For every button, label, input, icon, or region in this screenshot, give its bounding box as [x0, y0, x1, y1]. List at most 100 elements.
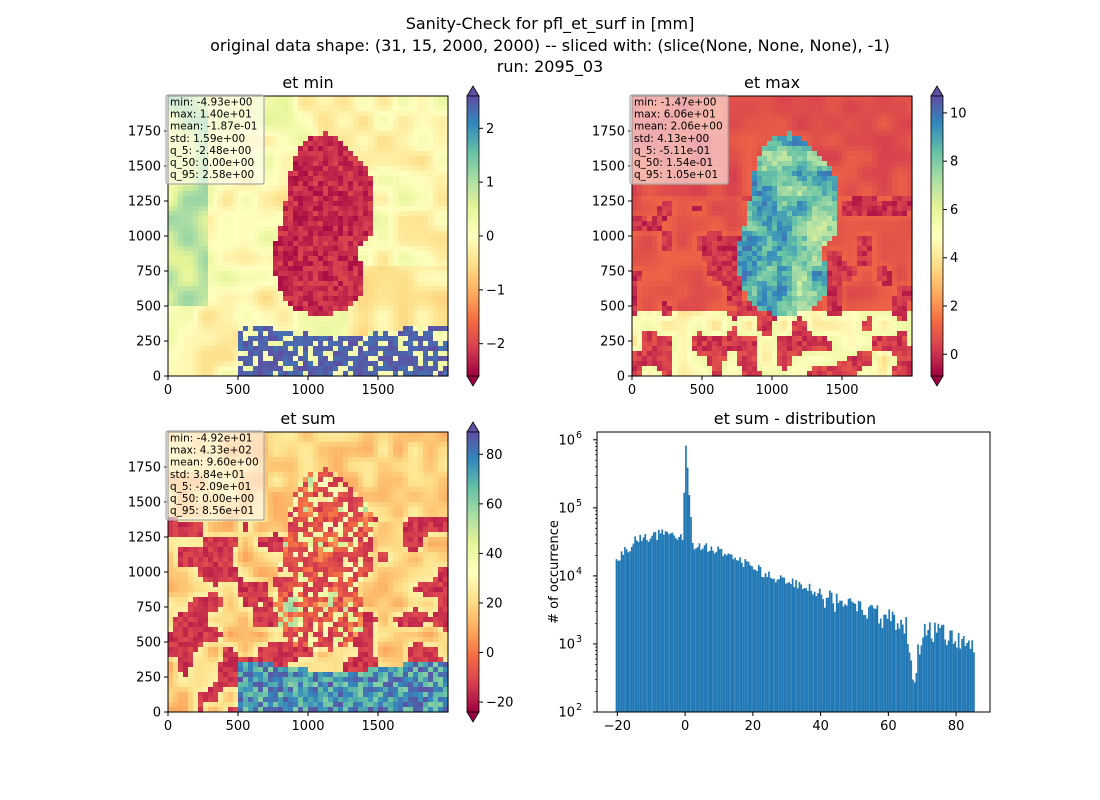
histogram-bar	[661, 529, 664, 712]
histogram-bar	[918, 654, 921, 712]
et-max-colorbar-tick-label: 8	[950, 155, 958, 170]
et-max-colorbar-tick-label: 2	[950, 300, 958, 315]
histogram-bar	[835, 593, 838, 712]
et-sum-ytick-label: 1000	[128, 566, 161, 581]
et-max-xtick-label: 1500	[825, 383, 858, 398]
et-sum-axes: 0 500 1000 1500 0 250 500 750 1000 1250 1500 1750 mi…	[128, 421, 513, 734]
histogram-bar	[949, 630, 952, 712]
et-max-title: et max	[744, 73, 800, 92]
histogram-bar	[818, 588, 821, 712]
histogram-bar	[827, 597, 830, 712]
histogram-bar	[905, 617, 907, 712]
histogram-bar	[788, 582, 791, 712]
histogram-bar	[790, 584, 792, 712]
et-min-stat-line: min: -4.93e+00	[170, 97, 252, 109]
et-min-colorbar-tick-label: −2	[486, 337, 505, 352]
histogram-bar	[815, 596, 818, 712]
et-min-ytick-label: 1750	[128, 125, 161, 140]
histogram-bar	[798, 582, 801, 712]
histogram-bar	[634, 536, 636, 712]
histogram-bar	[669, 533, 672, 712]
histogram-bar	[834, 611, 836, 712]
histogram-bar	[947, 640, 950, 712]
histogram-bar	[768, 571, 770, 712]
et-min-xtick-label: 1500	[361, 383, 394, 398]
histogram-bar	[663, 534, 665, 712]
histogram-bar	[861, 609, 863, 712]
histogram-bar	[702, 548, 704, 712]
histogram-bar	[901, 624, 904, 712]
histogram-bar	[935, 632, 938, 712]
histogram-bar	[951, 630, 953, 712]
et-max-ytick-label: 1750	[592, 125, 625, 140]
et-sum-distribution-ytick-label: 10	[558, 706, 575, 721]
et-sum-distribution-xtick-label: 80	[948, 719, 965, 734]
histogram-bar	[917, 644, 919, 712]
histogram-bar	[686, 467, 689, 712]
histogram-bar	[876, 605, 879, 712]
histogram-bar	[854, 603, 857, 712]
et-max-colorbar-tick-label: 10	[950, 106, 967, 121]
histogram-bar	[666, 531, 669, 712]
histogram-bar	[627, 552, 630, 712]
histogram-bar	[754, 569, 757, 712]
et-max-stat-line: max: 6.06e+01	[634, 109, 716, 121]
histogram-bar	[783, 577, 786, 712]
histogram-bar	[830, 592, 833, 712]
histogram-bar	[730, 554, 733, 712]
et-sum-colorbar-tick-label: 80	[486, 448, 503, 463]
histogram-bar	[757, 565, 760, 712]
histogram-bar	[771, 578, 774, 712]
histogram-bar	[622, 554, 625, 712]
et-min-title: et min	[282, 73, 333, 92]
histogram-bar	[781, 577, 784, 712]
figure-title-line-2: original data shape: (31, 15, 2000, 2000…	[210, 36, 890, 55]
histogram-bar	[688, 495, 691, 712]
et-sum-xtick-label: 0	[164, 719, 172, 734]
histogram-bar	[849, 598, 852, 712]
histogram-bar	[883, 614, 885, 712]
et-sum-stat-line: q_50: 0.00e+00	[170, 493, 254, 505]
et-min-colorbar-extend-max	[466, 85, 480, 97]
et-min-xtick-label: 500	[226, 383, 251, 398]
histogram-bar	[856, 611, 858, 712]
histogram-bar	[945, 645, 948, 712]
histogram-bar	[929, 622, 931, 712]
histogram-bar	[752, 569, 755, 712]
histogram-bar	[732, 559, 735, 712]
histogram-bar	[886, 618, 889, 712]
histogram-bar	[664, 531, 667, 712]
et-min-colorbar-extend-min	[466, 375, 480, 387]
et-sum-distribution-ytick-label: 10	[558, 637, 575, 652]
et-sum-distribution-xtick-label: −20	[604, 719, 631, 734]
et-sum-stat-line: max: 4.33e+02	[170, 445, 252, 457]
et-min-stat-line: mean: -1.87e-01	[170, 121, 257, 133]
et-sum-xtick-label: 500	[226, 719, 251, 734]
et-max-colorbar-tick-label: 4	[950, 251, 958, 266]
histogram-bar	[705, 543, 708, 712]
histogram-bar	[791, 578, 794, 712]
histogram-bar	[739, 557, 741, 712]
et-sum-stat-line: min: -4.92e+01	[170, 433, 252, 445]
histogram-bar	[785, 583, 787, 712]
histogram-bar	[800, 584, 802, 712]
et-sum-xtick-label: 1000	[291, 719, 324, 734]
et-min-colorbar-tick-label: 0	[486, 230, 494, 245]
histogram-bar	[796, 588, 799, 712]
histogram-bar	[962, 635, 965, 712]
histogram-bar	[693, 549, 696, 712]
et-sum-distribution-ytick-exponent: 2	[576, 702, 582, 713]
histogram-bar	[641, 540, 643, 712]
histogram-bar	[659, 533, 662, 712]
heatmap-layer: 0 500 1000 150002505007501000125015001750mi…	[128, 85, 967, 734]
et-max-stat-line: std: 4.13e+00	[634, 133, 709, 145]
histogram-bar	[646, 540, 648, 712]
histogram-bar	[898, 628, 901, 712]
et-sum-colorbar-tick-label: 0	[486, 646, 494, 661]
et-max-colorbar-tick-label: 0	[950, 348, 958, 363]
histogram-bar	[746, 561, 748, 712]
et-min-ytick-label: 250	[136, 335, 161, 350]
et-max-stat-line: q_5: -5.11e-01	[634, 145, 710, 157]
histogram-bar	[932, 642, 935, 712]
